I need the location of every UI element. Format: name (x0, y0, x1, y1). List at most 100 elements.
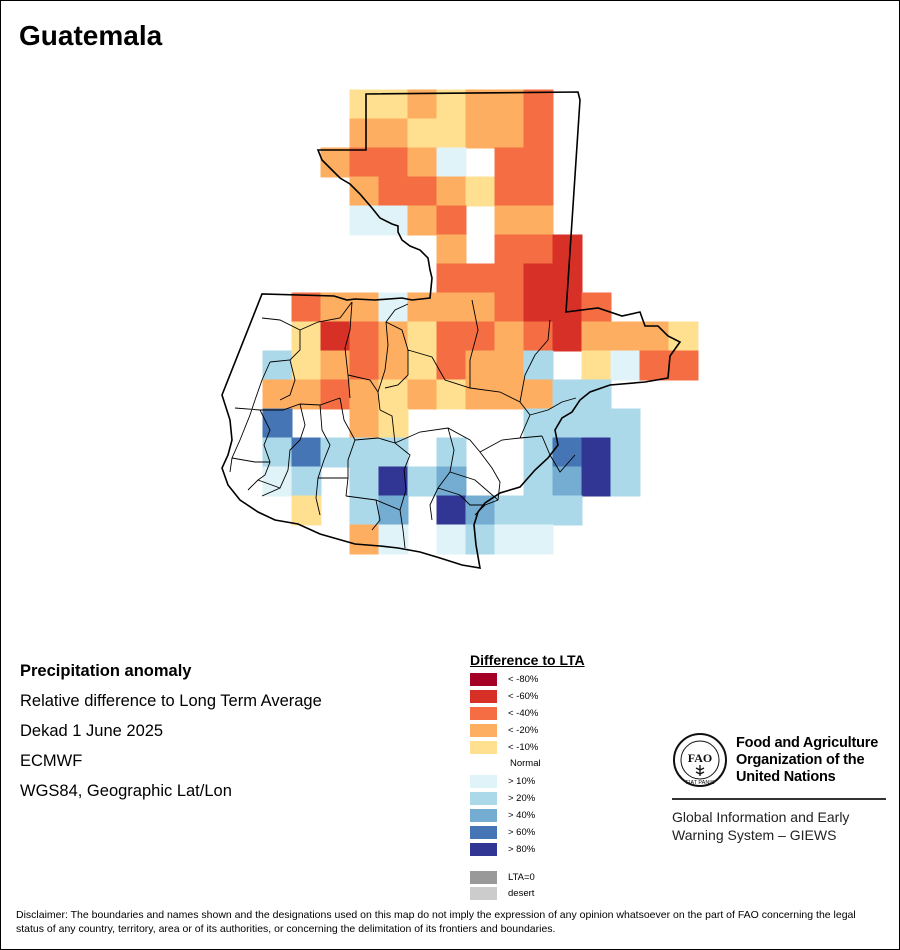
anomaly-cell (523, 234, 554, 265)
disclaimer: Disclaimer: The boundaries and names sho… (16, 909, 856, 935)
legend-label: desert (508, 887, 535, 899)
legend-item: > 20% (470, 791, 535, 805)
info-line-1: Relative difference to Long Term Average (20, 692, 322, 710)
anomaly-cell (291, 350, 322, 381)
legend-item: < -40% (470, 706, 538, 720)
anomaly-cell (407, 205, 438, 236)
legend-label: < -80% (508, 673, 539, 685)
legend-item: < -80% (470, 672, 538, 686)
anomaly-cell (610, 437, 641, 468)
svg-text:FIAT PANIS: FIAT PANIS (685, 780, 714, 786)
anomaly-cell (494, 350, 525, 381)
giews-line-2: Warning System – GIEWS (672, 827, 837, 843)
legend-item: > 10% (470, 774, 535, 788)
anomaly-cell (378, 205, 409, 236)
legend-item: desert (470, 886, 534, 900)
anomaly-cell (407, 89, 438, 120)
organization-name: Food and Agriculture Organization of the… (736, 735, 878, 786)
anomaly-cell (581, 437, 612, 468)
anomaly-cell (494, 495, 525, 526)
anomaly-cell (291, 495, 322, 526)
anomaly-cell (523, 147, 554, 178)
anomaly-cell (436, 524, 467, 555)
fao-branding: FAO FIAT PANIS Food and Agriculture Orga… (672, 732, 888, 844)
legend-label: < -60% (508, 690, 539, 702)
anomaly-cell (465, 176, 496, 207)
anomaly-cell (552, 466, 583, 497)
anomaly-cell (436, 292, 467, 323)
anomaly-cell (465, 350, 496, 381)
legend-swatch (470, 672, 497, 686)
legend-item: > 60% (470, 825, 535, 839)
anomaly-cell (378, 408, 409, 439)
anomaly-cell (407, 118, 438, 149)
anomaly-cell (552, 495, 583, 526)
anomaly-cell (523, 379, 554, 410)
anomaly-cell (349, 292, 380, 323)
map-info: Precipitation anomaly Relative differenc… (20, 656, 322, 806)
info-heading: Precipitation anomaly (20, 662, 192, 680)
map-title: Guatemala (19, 20, 163, 51)
anomaly-cell (291, 292, 322, 323)
info-line-3: ECMWF (20, 752, 83, 770)
anomaly-cell (465, 321, 496, 352)
legend-label: < -10% (508, 741, 539, 753)
anomaly-cell (494, 147, 525, 178)
anomaly-cell (494, 263, 525, 294)
legend-swatch (470, 870, 497, 884)
anomaly-cell (523, 292, 554, 323)
anomaly-cell (494, 234, 525, 265)
svg-text:FAO: FAO (688, 751, 712, 765)
anomaly-cell (523, 176, 554, 207)
anomaly-cell (378, 176, 409, 207)
legend-label: > 80% (508, 843, 536, 855)
anomaly-cell (262, 350, 293, 381)
anomaly-cell (465, 89, 496, 120)
legend-label: > 40% (508, 809, 536, 821)
anomaly-cell (465, 263, 496, 294)
anomaly-cell (465, 379, 496, 410)
anomaly-cell (494, 524, 525, 555)
legend-swatch (470, 808, 497, 822)
anomaly-cell (407, 292, 438, 323)
anomaly-cell (494, 292, 525, 323)
legend-label: > 20% (508, 792, 536, 804)
legend-label: < -20% (508, 724, 539, 736)
anomaly-cell (436, 321, 467, 352)
anomaly-cell (407, 176, 438, 207)
anomaly-cell (494, 118, 525, 149)
country-border (221, 91, 682, 569)
legend: Difference to LTA < -80% < -60% < -40% < -2… (470, 652, 585, 900)
anomaly-cell (320, 292, 351, 323)
legend-swatch (470, 886, 497, 900)
legend-swatch (470, 706, 497, 720)
anomaly-cell (349, 524, 380, 555)
department-boundaries (229, 299, 577, 549)
legend-label-normal: Normal (510, 758, 541, 769)
anomaly-cell (436, 176, 467, 207)
anomaly-cell (407, 147, 438, 178)
anomaly-cell (349, 205, 380, 236)
anomaly-cell (552, 321, 583, 352)
anomaly-cell (436, 89, 467, 120)
anomaly-cell (349, 495, 380, 526)
anomaly-cell (349, 466, 380, 497)
anomaly-cell (349, 118, 380, 149)
org-name-line-3: United Nations (736, 768, 836, 785)
anomaly-cell (262, 379, 293, 410)
anomaly-cell (378, 466, 409, 497)
legend-swatch (470, 723, 497, 737)
anomaly-cell (465, 118, 496, 149)
anomaly-cell (639, 350, 670, 381)
anomaly-cell (523, 495, 554, 526)
anomaly-cell (262, 408, 293, 439)
legend-item: LTA=0 (470, 870, 535, 884)
anomaly-cell (610, 321, 641, 352)
anomaly-cell (407, 466, 438, 497)
branding-divider (672, 798, 886, 800)
anomaly-cell (349, 321, 380, 352)
legend-swatch (470, 842, 497, 856)
anomaly-cell (262, 437, 293, 468)
legend-item: > 40% (470, 808, 535, 822)
legend-label: LTA=0 (508, 871, 535, 883)
